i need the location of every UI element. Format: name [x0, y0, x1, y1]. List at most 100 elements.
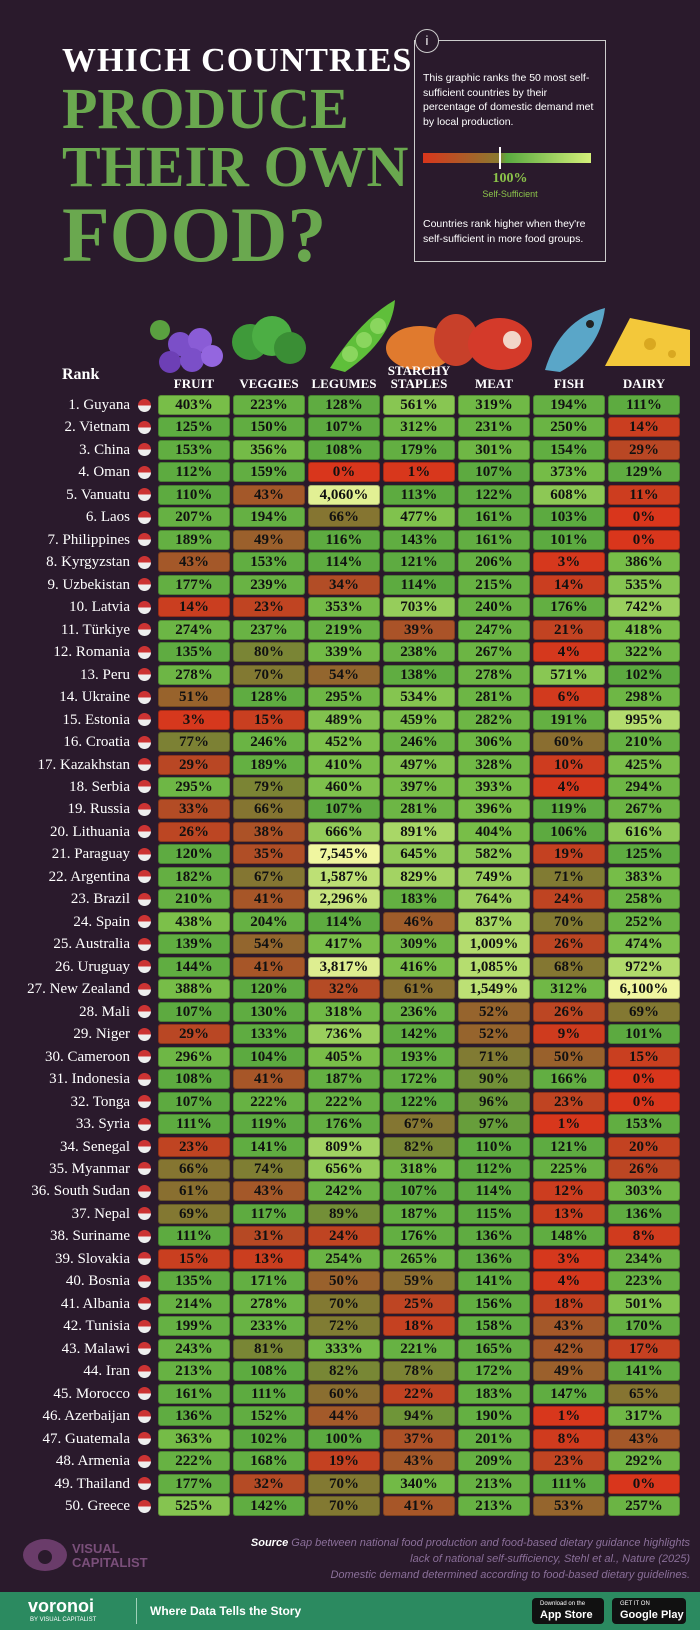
flag [138, 668, 151, 682]
value-cell: 38% [233, 821, 305, 842]
value-cell: 119% [233, 1114, 305, 1135]
value-cell: 258% [608, 889, 680, 910]
value-cell: 201% [458, 1428, 530, 1449]
value-cell: 171% [233, 1271, 305, 1292]
value-cell: 121% [533, 1136, 605, 1157]
value-cell: 6% [533, 687, 605, 708]
flag [138, 1005, 151, 1019]
value-cell: 829% [383, 866, 455, 887]
value-cell: 71% [458, 1046, 530, 1067]
app-store-label: App Store [540, 1609, 593, 1621]
value-cell: 143% [383, 529, 455, 550]
value-cell: 170% [608, 1316, 680, 1337]
value-cell: 43% [233, 1181, 305, 1202]
country-rank: 32. Tonga [70, 1093, 130, 1110]
column-header: STARCHY STAPLES [387, 363, 451, 391]
value-cell: 26% [608, 1158, 680, 1179]
value-cell: 142% [383, 1024, 455, 1045]
value-cell: 396% [458, 799, 530, 820]
value-cell: 222% [233, 1091, 305, 1112]
value-cell: 23% [158, 1136, 230, 1157]
flag [138, 1387, 151, 1401]
value-cell: 3% [533, 552, 605, 573]
value-cell: 194% [533, 395, 605, 415]
value-cell: 417% [308, 934, 380, 955]
app-store-button[interactable]: Download on the App Store [532, 1598, 604, 1624]
vc-logo: VISUAL CAPITALIST [72, 1541, 148, 1571]
country-rank: 43. Malawi [61, 1340, 130, 1357]
value-cell: 1% [383, 462, 455, 483]
value-cell: 136% [458, 1248, 530, 1269]
value-cell: 35% [233, 844, 305, 865]
flag [138, 420, 151, 434]
value-cell: 41% [233, 956, 305, 977]
value-cell: 219% [308, 619, 380, 640]
value-cell: 296% [158, 1046, 230, 1067]
legend-marker [499, 147, 501, 169]
flag [138, 1432, 151, 1446]
value-cell: 37% [383, 1428, 455, 1449]
brand-sub: BY VISUAL CAPITALIST [30, 1617, 97, 1623]
value-cell: 23% [533, 1451, 605, 1472]
value-cell: 236% [383, 1001, 455, 1022]
country-rank: 11. Türkiye [60, 621, 130, 638]
column-header: FRUIT [173, 376, 215, 391]
flag [138, 1207, 151, 1221]
value-cell: 133% [233, 1024, 305, 1045]
value-cell: 247% [458, 619, 530, 640]
value-cell: 172% [383, 1069, 455, 1090]
country-rank: 45. Morocco [53, 1385, 130, 1402]
country-rank: 16. Croatia [63, 734, 130, 751]
value-cell: 59% [383, 1271, 455, 1292]
value-cell: 128% [233, 687, 305, 708]
value-cell: 101% [533, 529, 605, 550]
value-cell: 240% [458, 597, 530, 618]
value-cell: 254% [308, 1248, 380, 1269]
value-cell: 295% [158, 776, 230, 797]
value-cell: 383% [608, 866, 680, 887]
value-cell: 70% [533, 911, 605, 932]
value-cell: 142% [233, 1496, 305, 1517]
value-cell: 265% [383, 1248, 455, 1269]
value-cell: 223% [233, 395, 305, 415]
country-rank: 1. Guyana [68, 397, 130, 413]
value-cell: 0% [608, 1091, 680, 1112]
google-play-button[interactable]: GET IT ON Google Play [612, 1598, 686, 1624]
country-rank: 29. Niger [73, 1026, 130, 1043]
value-cell: 147% [533, 1383, 605, 1404]
value-cell: 10% [533, 754, 605, 775]
value-cell: 122% [458, 484, 530, 505]
country-rank: 50. Greece [65, 1498, 130, 1515]
country-rank: 31. Indonesia [49, 1071, 130, 1088]
flag [138, 713, 151, 727]
value-cell: 176% [383, 1226, 455, 1247]
value-cell: 141% [233, 1136, 305, 1157]
value-cell: 177% [158, 1473, 230, 1494]
value-cell: 460% [308, 776, 380, 797]
value-cell: 438% [158, 911, 230, 932]
info-note: Countries rank higher when they're self-… [423, 218, 586, 245]
value-cell: 110% [458, 1136, 530, 1157]
value-cell: 278% [158, 664, 230, 685]
country-rank: 22. Argentina [48, 868, 130, 885]
value-cell: 189% [233, 754, 305, 775]
value-cell: 96% [458, 1091, 530, 1112]
value-cell: 66% [158, 1158, 230, 1179]
column-header: LEGUMES [311, 376, 377, 391]
value-cell: 161% [158, 1383, 230, 1404]
value-cell: 66% [308, 507, 380, 528]
value-cell: 397% [383, 776, 455, 797]
value-cell: 32% [233, 1473, 305, 1494]
value-cell: 1% [533, 1406, 605, 1427]
value-cell: 72% [308, 1316, 380, 1337]
value-cell: 67% [383, 1114, 455, 1135]
value-cell: 120% [158, 844, 230, 865]
value-cell: 46% [383, 911, 455, 932]
value-cell: 114% [308, 911, 380, 932]
value-cell: 6,100% [608, 979, 680, 1000]
flag [138, 870, 151, 884]
value-cell: 12% [533, 1181, 605, 1202]
value-cell: 18% [383, 1316, 455, 1337]
value-cell: 489% [308, 709, 380, 730]
